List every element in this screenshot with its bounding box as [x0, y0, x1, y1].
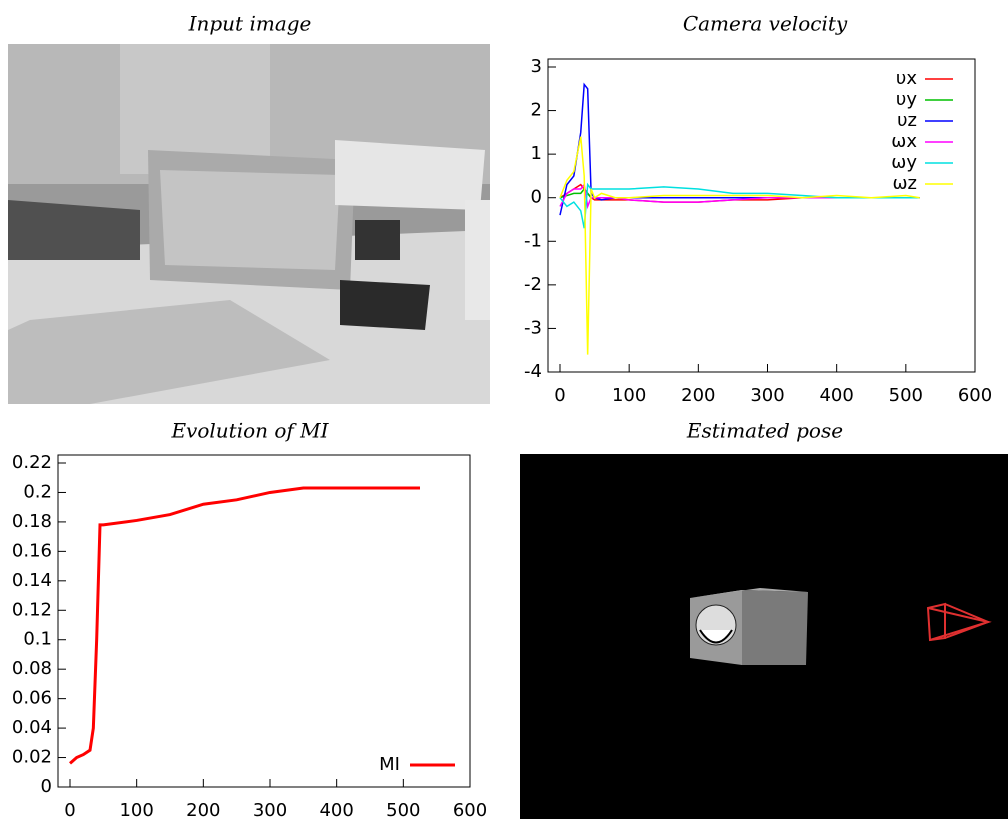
x-tick-label: 100: [612, 385, 646, 406]
y-tick-label: 1: [531, 143, 542, 164]
y-tick-label: 2: [531, 100, 542, 121]
series-line: [559, 136, 920, 355]
legend-label: MI: [379, 754, 400, 775]
x-tick-label: 300: [253, 800, 287, 819]
y-tick-label: 0.16: [12, 540, 52, 561]
input-image: [8, 44, 490, 404]
legend-label: υz: [897, 110, 917, 131]
x-tick-label: 200: [186, 800, 220, 819]
legend-label: ωz: [892, 173, 917, 194]
y-tick-label: -2: [524, 274, 542, 295]
y-tick-label: 0.1: [23, 629, 52, 650]
legend-label: ωy: [891, 152, 917, 173]
y-tick-label: 0.18: [12, 511, 52, 532]
x-tick-label: 600: [453, 800, 487, 819]
y-tick-label: 0.12: [12, 599, 52, 620]
plot-frame: [547, 58, 976, 373]
y-tick-label: 0.04: [12, 717, 52, 738]
series-line: [69, 486, 420, 765]
chart-title: Evolution of MI: [170, 419, 329, 443]
x-tick-label: 500: [386, 800, 420, 819]
x-tick-label: 100: [119, 800, 153, 819]
plot-frame: [57, 454, 471, 788]
pose-view: [520, 454, 1008, 819]
x-tick-label: 0: [554, 385, 565, 406]
legend-label: υx: [896, 68, 917, 89]
x-tick-label: 400: [819, 385, 853, 406]
y-tick-label: -3: [524, 317, 542, 338]
y-tick-label: -1: [524, 230, 542, 251]
y-tick-label: 0: [531, 187, 542, 208]
y-tick-label: 0.2: [23, 481, 52, 502]
chart-title: Camera velocity: [683, 12, 848, 36]
x-tick-label: 500: [889, 385, 923, 406]
x-tick-label: 0: [64, 800, 75, 819]
y-tick-label: 0.14: [12, 570, 52, 591]
y-tick-label: 3: [531, 56, 542, 77]
legend-label: υy: [896, 89, 917, 110]
y-tick-label: 0.06: [12, 688, 52, 709]
x-tick-label: 600: [958, 385, 992, 406]
x-tick-label: 300: [750, 385, 784, 406]
x-tick-label: 400: [319, 800, 353, 819]
y-tick-label: 0.22: [12, 452, 52, 473]
legend-label: ωx: [891, 131, 917, 152]
y-tick-label: 0.02: [12, 747, 52, 768]
y-tick-label: 0: [41, 776, 52, 797]
x-tick-label: 200: [681, 385, 715, 406]
y-tick-label: -4: [524, 361, 542, 382]
series-line: [559, 182, 920, 229]
panel-title: Input image: [188, 12, 312, 36]
panel-title: Estimated pose: [686, 419, 843, 443]
y-tick-label: 0.08: [12, 658, 52, 679]
